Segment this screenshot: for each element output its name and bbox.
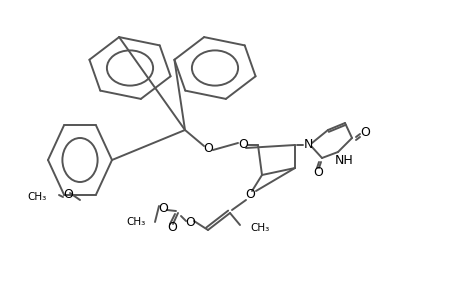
Text: CH₃: CH₃ [249, 223, 269, 233]
Text: CH₃: CH₃ [127, 217, 146, 227]
Text: O: O [185, 217, 195, 230]
Text: O: O [158, 202, 168, 214]
Text: O: O [313, 166, 322, 178]
Text: O: O [202, 142, 213, 154]
Text: O: O [63, 188, 73, 202]
Text: O: O [167, 221, 177, 235]
Text: NH: NH [334, 154, 353, 166]
Text: O: O [359, 127, 369, 140]
Text: CH₃: CH₃ [28, 192, 47, 202]
Text: N: N [302, 139, 312, 152]
Text: O: O [245, 188, 254, 202]
Text: O: O [238, 139, 247, 152]
